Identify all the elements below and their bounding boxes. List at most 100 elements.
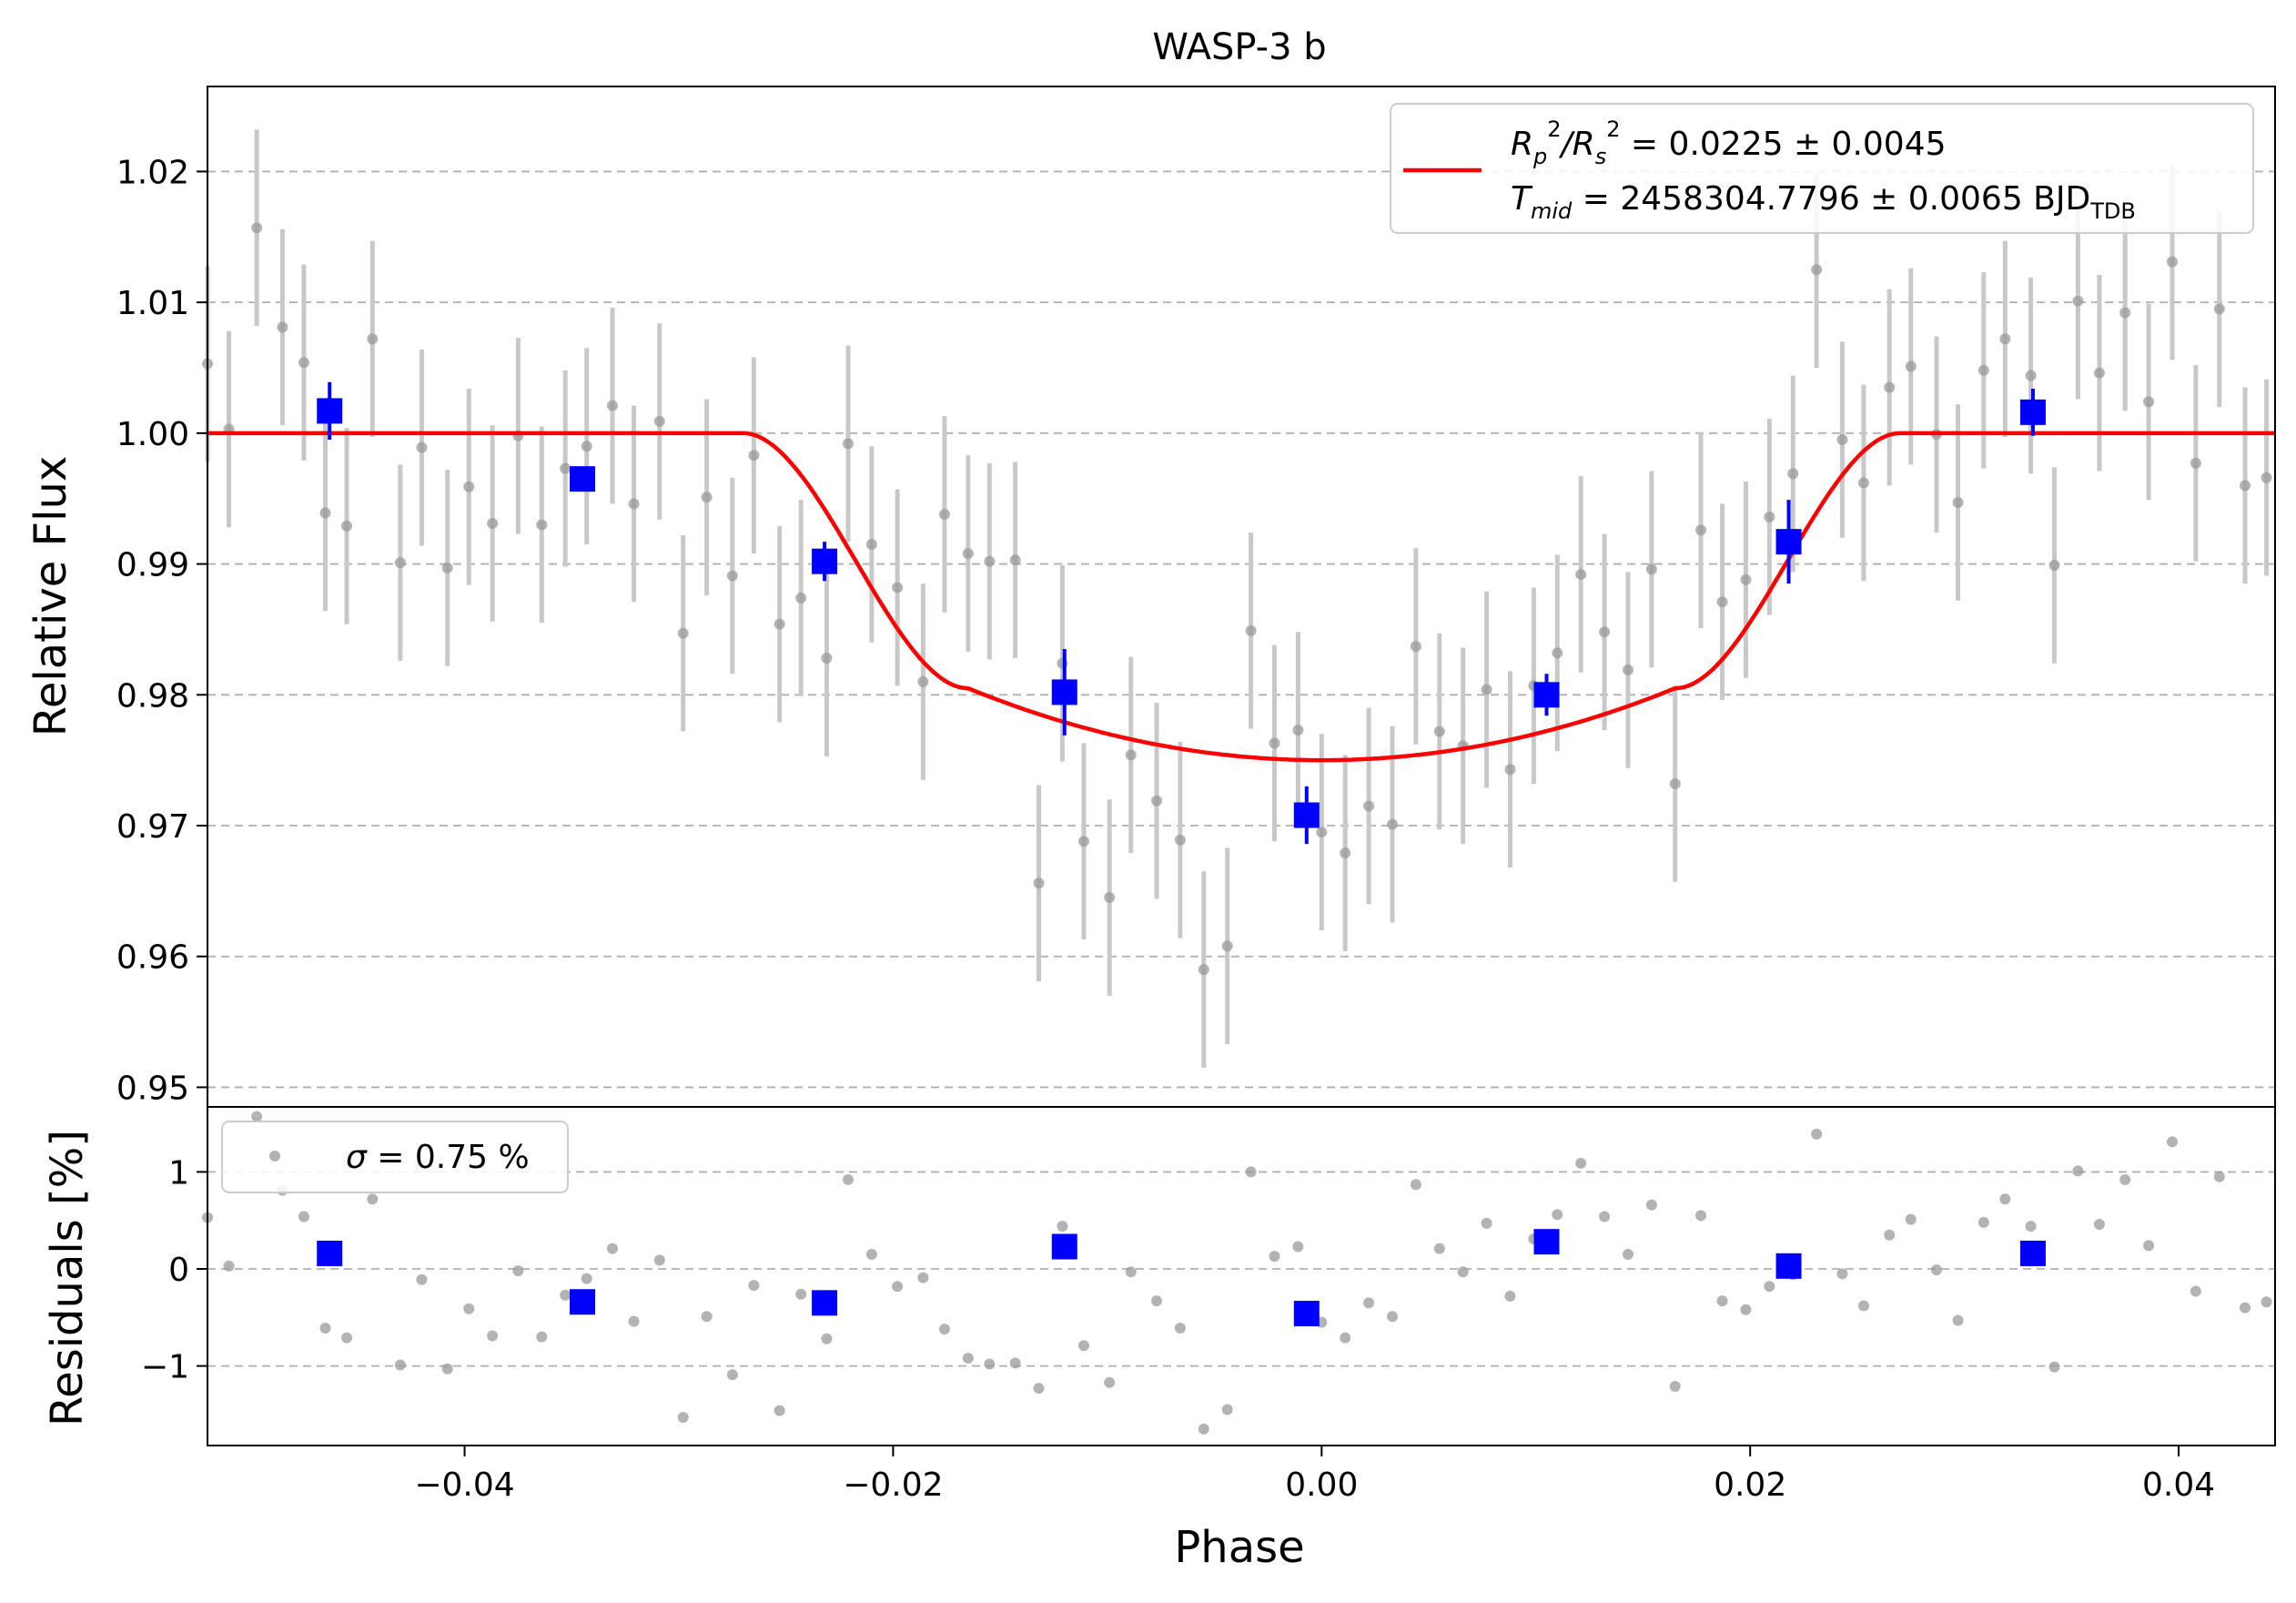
residual-raw-point [628, 1315, 640, 1327]
raw-point [774, 618, 785, 630]
residual-raw-point [842, 1173, 854, 1185]
raw-point [1905, 360, 1917, 372]
residual-raw-point [319, 1323, 331, 1334]
raw-point [795, 592, 807, 604]
residual-raw-point [560, 1289, 571, 1301]
raw-point [1221, 940, 1233, 952]
residual-raw-point [653, 1254, 665, 1266]
x-tick-label: 0.02 [1714, 1466, 1786, 1504]
raw-point [2025, 370, 2037, 381]
residual-raw-point [1599, 1211, 1611, 1223]
residual-raw-point [1884, 1229, 1896, 1241]
residual-raw-point [795, 1288, 807, 1300]
residual-raw-point [512, 1265, 524, 1277]
raw-point [962, 548, 974, 560]
y-tick-label: 1.00 [116, 416, 189, 453]
binned-data-points [317, 381, 2046, 845]
raw-point [1125, 749, 1137, 761]
residual-raw-point [962, 1353, 974, 1365]
top-plot-frame [207, 86, 2276, 1108]
bottom-y-ticks: −1 0 1 [141, 1154, 207, 1386]
raw-point [536, 519, 548, 531]
residual-raw-point [1125, 1266, 1137, 1278]
residual-raw-point [1740, 1304, 1752, 1315]
raw-point [821, 653, 833, 665]
raw-point [1575, 569, 1587, 581]
raw-point [394, 557, 406, 569]
raw-point [1433, 725, 1445, 737]
residual-raw-point [917, 1272, 929, 1283]
residual-raw-point [581, 1273, 592, 1284]
residual-raw-point [984, 1358, 996, 1370]
residual-raw-point [1836, 1268, 1848, 1280]
raw-point [2190, 457, 2201, 469]
binned-point [570, 466, 596, 492]
x-axis-label: Phase [1174, 1522, 1304, 1573]
raw-point [842, 438, 854, 450]
x-ticks: −0.04 −0.02 0.00 0.02 0.04 [414, 1446, 2215, 1504]
raw-point [938, 508, 950, 520]
raw-point [606, 400, 618, 411]
residual-raw-point [1033, 1383, 1045, 1395]
residual-raw-point [748, 1280, 760, 1292]
bottom-legend[interactable]: σ = 0.75 % [221, 1121, 569, 1193]
raw-point [319, 507, 331, 519]
residual-raw-point [1811, 1128, 1823, 1140]
raw-point [677, 627, 689, 639]
top-y-axis-label: Relative Flux [25, 456, 76, 737]
residual-raw-point [1292, 1241, 1304, 1253]
residual-raw-point [1457, 1266, 1469, 1278]
raw-point [1340, 847, 1351, 859]
legend-sigma: σ = 0.75 % [346, 1139, 530, 1176]
raw-point [1386, 818, 1398, 830]
residual-raw-point [1952, 1314, 1964, 1326]
raw-point [251, 222, 263, 234]
residual-raw-point [2166, 1136, 2178, 1148]
residual-binned-point [1533, 1229, 1560, 1255]
residual-raw-point [1340, 1332, 1351, 1344]
residual-raw-point [892, 1281, 904, 1293]
residual-raw-point [821, 1333, 833, 1344]
raw-point [1151, 795, 1163, 807]
raw-point [2093, 367, 2105, 379]
y-tick-label: 0.97 [116, 808, 189, 846]
residual-raw-point [938, 1324, 950, 1335]
residual-raw-point [441, 1363, 453, 1375]
raw-point [1977, 364, 1989, 376]
raw-point [2213, 303, 2225, 315]
residual-raw-point [2143, 1240, 2155, 1252]
residual-raw-point [677, 1412, 689, 1424]
residual-raw-point [2048, 1361, 2060, 1373]
residual-raw-point [1695, 1210, 1707, 1222]
residual-raw-point [1905, 1213, 1917, 1225]
residual-raw-point [416, 1273, 428, 1285]
x-tick-label: 0.04 [2142, 1466, 2215, 1504]
top-legend[interactable]: Rp2/Rs2 = 0.0225 ± 0.0045 Tmid = 2458304… [1390, 103, 2254, 234]
residual-raw-point [1716, 1295, 1728, 1307]
raw-point [984, 555, 996, 567]
raw-point [581, 441, 592, 452]
residual-raw-point [223, 1260, 235, 1272]
binned-point [1051, 679, 1077, 705]
y-tick-label: 0.99 [116, 547, 189, 584]
residual-raw-point [1575, 1157, 1587, 1169]
binned-point [1533, 682, 1560, 708]
residual-raw-point [1198, 1423, 1209, 1435]
binned-point [812, 548, 838, 574]
residual-raw-point [606, 1243, 618, 1254]
raw-point [1695, 524, 1707, 536]
top-grid [207, 170, 2275, 1089]
raw-point [1857, 477, 1869, 489]
legend-radius-ratio: Rp2/Rs2 = 0.0225 ± 0.0045 [1511, 117, 1947, 169]
raw-point [463, 481, 475, 492]
residual-raw-point [1977, 1216, 1989, 1228]
residual-raw-point [2240, 1302, 2251, 1314]
raw-point [2166, 256, 2178, 268]
raw-point [298, 357, 309, 369]
residual-raw-point [1410, 1179, 1421, 1191]
residual-raw-point [1221, 1404, 1233, 1415]
residual-raw-point [367, 1193, 379, 1205]
raw-point [416, 441, 428, 453]
raw-point [487, 518, 499, 530]
residual-raw-point [701, 1311, 713, 1323]
